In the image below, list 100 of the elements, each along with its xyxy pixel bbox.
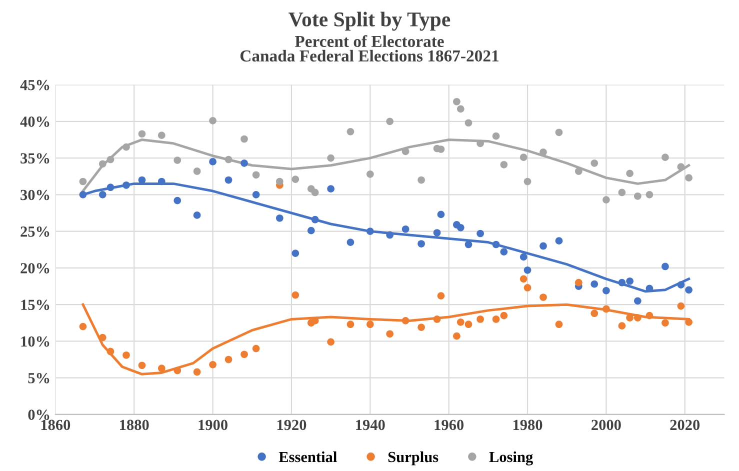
- point: [174, 156, 182, 164]
- y-tick-label: 30%: [20, 190, 50, 200]
- point: [476, 230, 484, 238]
- point: [555, 320, 563, 328]
- point: [98, 334, 106, 342]
- point: [193, 168, 201, 175]
- point: [520, 275, 528, 283]
- point: [252, 171, 260, 179]
- x-tick-label: 1920: [277, 420, 306, 430]
- point: [492, 132, 500, 140]
- x-tick-label: 1960: [434, 420, 464, 430]
- point: [437, 292, 445, 300]
- point: [106, 184, 114, 192]
- point: [626, 170, 634, 178]
- point: [476, 140, 484, 148]
- point: [193, 212, 201, 219]
- point: [540, 242, 547, 250]
- point: [311, 216, 319, 224]
- point: [602, 196, 610, 204]
- point: [646, 312, 654, 320]
- point: [224, 156, 232, 164]
- point: [224, 176, 232, 184]
- point: [464, 320, 472, 328]
- point: [677, 302, 685, 310]
- point: [646, 191, 654, 198]
- point: [677, 163, 685, 171]
- point: [500, 248, 508, 256]
- y-tick-label: 35%: [20, 153, 50, 164]
- point: [292, 291, 300, 299]
- point: [106, 156, 114, 164]
- point: [524, 284, 532, 292]
- point: [346, 320, 354, 328]
- point: [174, 366, 182, 374]
- point: [540, 148, 547, 156]
- point: [677, 281, 685, 288]
- point: [252, 344, 260, 352]
- point: [292, 176, 300, 183]
- point: [602, 305, 610, 313]
- point: [240, 135, 248, 143]
- point: [276, 214, 284, 222]
- point: [418, 324, 425, 331]
- point: [685, 174, 692, 182]
- point: [138, 362, 146, 370]
- point: [456, 224, 464, 232]
- point: [402, 317, 410, 324]
- point: [327, 185, 334, 192]
- legend-label: Surplus: [388, 451, 438, 466]
- point: [366, 170, 374, 178]
- point: [590, 160, 598, 167]
- point: [555, 237, 563, 245]
- point: [402, 148, 410, 156]
- y-tick-label: 45%: [20, 80, 50, 90]
- point: [618, 278, 626, 286]
- point: [492, 316, 500, 323]
- point: [174, 196, 182, 204]
- point: [555, 128, 563, 136]
- point: [386, 330, 394, 338]
- point: [618, 322, 626, 330]
- point: [626, 314, 634, 322]
- point: [158, 132, 166, 140]
- point: [307, 226, 315, 234]
- point: [437, 210, 445, 218]
- point: [574, 278, 582, 286]
- point: [98, 191, 106, 198]
- point: [464, 119, 472, 127]
- point: [574, 168, 582, 175]
- point: [520, 253, 528, 261]
- point: [634, 192, 642, 200]
- point: [662, 154, 669, 161]
- x-tick-label: 1900: [198, 420, 228, 430]
- point: [464, 240, 472, 248]
- y-tick-label: 40%: [20, 116, 50, 127]
- point: [402, 225, 410, 233]
- point: [602, 286, 610, 294]
- point: [453, 332, 460, 340]
- point: [520, 154, 528, 161]
- point: [618, 188, 626, 196]
- point: [346, 128, 354, 136]
- point: [209, 360, 216, 368]
- point: [138, 130, 146, 138]
- point: [685, 318, 692, 326]
- point: [366, 228, 374, 235]
- x-tick-label: 1980: [513, 420, 542, 430]
- point: [590, 310, 598, 318]
- x-tick-label: 1860: [41, 420, 70, 430]
- y-tick-label: 25%: [20, 226, 50, 237]
- point: [386, 231, 394, 239]
- point: [524, 266, 532, 274]
- point: [122, 351, 130, 359]
- point: [590, 280, 598, 288]
- point: [240, 160, 248, 167]
- point: [433, 229, 441, 236]
- point: [634, 297, 642, 305]
- point: [240, 350, 248, 358]
- point: [662, 262, 669, 270]
- point: [492, 240, 500, 248]
- point: [193, 368, 201, 376]
- point: [646, 284, 654, 292]
- y-tick-label: 15%: [21, 300, 50, 310]
- y-tick-label: 20%: [20, 263, 50, 274]
